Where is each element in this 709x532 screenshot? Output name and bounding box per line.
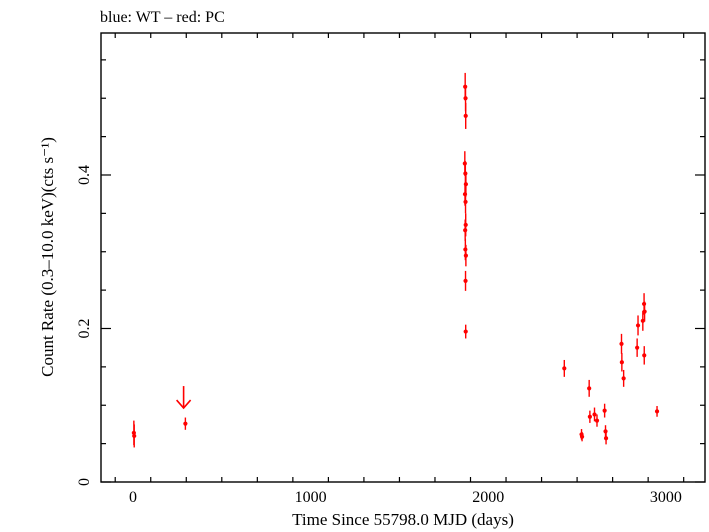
y-tick-label: 0.4 — [76, 165, 93, 185]
point-marker — [592, 412, 597, 417]
x-tick-label: 2000 — [472, 489, 504, 506]
point-marker — [654, 409, 660, 414]
data-point — [463, 102, 468, 129]
point-marker — [619, 341, 624, 346]
point-marker — [463, 278, 468, 284]
data-point — [635, 338, 640, 357]
point-marker — [183, 421, 188, 426]
data-point — [463, 190, 468, 214]
x-tick-label: 1000 — [295, 489, 327, 506]
point-marker — [635, 323, 641, 328]
data-points — [131, 72, 660, 448]
point-marker — [619, 360, 624, 365]
upper-limit — [176, 386, 192, 410]
data-point — [463, 324, 468, 339]
data-point — [621, 369, 626, 387]
data-point — [579, 432, 585, 442]
point-marker — [463, 96, 468, 101]
point-marker — [603, 436, 609, 441]
point-marker — [642, 309, 647, 314]
point-marker — [642, 353, 647, 358]
y-axis-tick-labels: 0 0.2 0.4 — [76, 165, 93, 486]
data-point — [463, 219, 468, 241]
data-point — [132, 424, 137, 448]
data-point — [562, 359, 567, 377]
data-point — [640, 310, 645, 331]
point-marker — [579, 434, 585, 439]
data-point — [603, 432, 609, 445]
point-marker — [602, 408, 607, 413]
y-axis-title: Count Rate (0.3–10.0 keV)(cts s⁻¹) — [38, 137, 57, 377]
point-marker — [463, 113, 468, 118]
point-marker — [587, 414, 592, 419]
data-point — [183, 417, 188, 430]
data-point — [619, 333, 624, 354]
plot-frame — [100, 32, 706, 483]
x-axis-tick-labels: 0 1000 2000 3000 — [129, 489, 682, 506]
data-point — [587, 410, 592, 423]
upper-limit-markers — [176, 386, 192, 410]
point-marker — [640, 318, 645, 323]
point-marker — [594, 418, 600, 423]
point-marker — [463, 253, 468, 258]
data-point — [635, 315, 641, 336]
data-point — [642, 301, 647, 322]
point-marker — [463, 329, 468, 334]
y-axis-ticks — [101, 59, 705, 483]
data-point — [602, 403, 607, 418]
data-point — [654, 406, 660, 417]
point-marker — [132, 433, 137, 439]
point-marker — [587, 386, 592, 391]
data-point — [592, 407, 597, 422]
data-point — [642, 346, 647, 365]
x-axis-title: Time Since 55798.0 MJD (days) — [292, 510, 514, 529]
point-marker — [635, 345, 640, 350]
data-point — [587, 379, 592, 397]
y-tick-label: 0.2 — [76, 318, 93, 338]
data-point — [463, 270, 468, 291]
y-tick-label: 0 — [76, 478, 93, 486]
point-marker — [562, 366, 567, 371]
point-marker — [463, 228, 468, 233]
point-marker — [463, 199, 468, 204]
x-axis-ticks — [114, 33, 685, 482]
x-tick-label: 0 — [129, 489, 137, 506]
x-tick-label: 3000 — [650, 489, 682, 506]
data-point — [463, 244, 468, 267]
data-point — [619, 353, 624, 372]
data-point — [594, 414, 600, 427]
legend-text: blue: WT – red: PC — [100, 9, 225, 26]
point-marker — [621, 376, 626, 381]
